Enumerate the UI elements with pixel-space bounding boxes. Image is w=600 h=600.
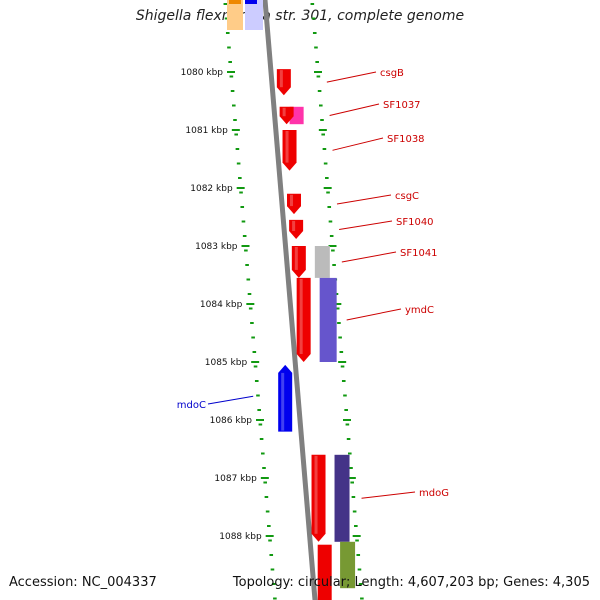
kbp-tick-label: 1087 kbp — [214, 474, 257, 484]
gene-arrow[interactable] — [279, 106, 294, 125]
gene-leader-line — [326, 71, 377, 83]
kbp-tick-label: 1088 kbp — [219, 532, 262, 542]
feature-block — [229, 0, 241, 4]
gene-label[interactable]: SF1040 — [396, 217, 434, 228]
gene-leader-line — [361, 491, 416, 499]
gene-arrow — [317, 544, 332, 600]
gene-leader-line — [332, 137, 384, 151]
gene-arrow[interactable] — [289, 219, 304, 240]
gene-arrow[interactable] — [311, 454, 326, 542]
gene-arrow[interactable] — [291, 246, 306, 278]
topology-label: Topology: circular; Length: 4,607,203 bp… — [232, 575, 590, 590]
gene-leader-line — [341, 251, 397, 263]
feature-block — [227, 0, 243, 30]
gene-label[interactable]: csgB — [380, 68, 404, 79]
gene-highlight — [314, 455, 318, 534]
gene-label[interactable]: SF1041 — [400, 248, 438, 259]
kbp-tick-label: 1084 kbp — [200, 300, 243, 310]
gene-highlight — [282, 107, 286, 117]
genome-title: Shigella flexneri 2a str. 301, complete … — [135, 8, 465, 24]
gene-highlight — [285, 131, 289, 163]
gene-highlight — [279, 70, 283, 88]
gene-highlight — [292, 220, 296, 232]
gene-label[interactable]: SF1037 — [383, 100, 421, 111]
gene-arrow[interactable] — [276, 69, 291, 96]
gene-label[interactable]: ymdC — [405, 305, 434, 316]
gene-leader-line — [336, 194, 392, 205]
gene-arrow[interactable] — [278, 364, 293, 432]
kbp-tick-label: 1083 kbp — [195, 242, 238, 252]
gene-highlight — [281, 372, 285, 431]
gene-leader-line — [346, 308, 402, 321]
feature-block — [314, 246, 330, 278]
kbp-tick-label: 1082 kbp — [190, 184, 233, 194]
gene-highlight — [299, 278, 303, 354]
kbp-tick-label: 1081 kbp — [185, 126, 228, 136]
feature-block — [245, 0, 257, 4]
kbp-tick-label: 1080 kbp — [181, 68, 224, 78]
feature-block — [245, 0, 263, 30]
feature-block — [340, 541, 356, 589]
gene-label[interactable]: csgC — [395, 191, 419, 202]
gene-leader-line — [339, 220, 393, 230]
gene-label[interactable]: mdoC — [177, 400, 206, 411]
gene-highlight — [289, 194, 293, 207]
gene-arrow[interactable] — [282, 130, 297, 171]
gene-leader-line — [329, 103, 380, 116]
gene-highlight — [294, 247, 298, 270]
feature-block — [319, 277, 337, 362]
gene-arrow[interactable] — [296, 277, 311, 362]
accession-label: Accession: NC_004337 — [9, 575, 157, 590]
gene-arrow[interactable] — [286, 193, 301, 215]
kbp-tick-label: 1085 kbp — [205, 358, 248, 368]
gene-label[interactable]: mdoG — [419, 488, 449, 499]
kbp-tick-label: 1086 kbp — [210, 416, 253, 426]
feature-block — [334, 454, 350, 542]
backbone-line — [262, 0, 318, 600]
gene-label[interactable]: SF1038 — [387, 134, 425, 145]
gene-leader-line — [207, 395, 254, 405]
